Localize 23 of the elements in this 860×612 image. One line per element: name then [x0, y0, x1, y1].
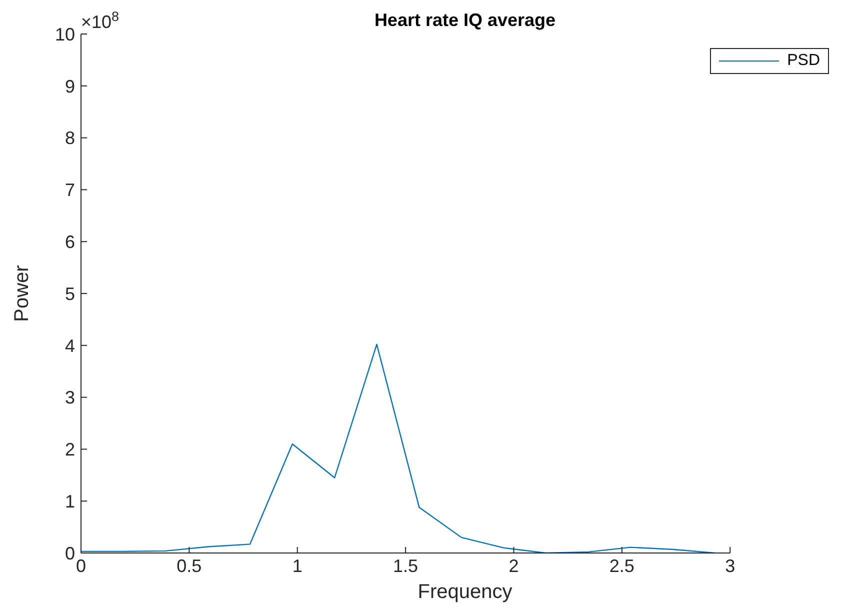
legend-label: PSD	[787, 52, 820, 70]
y-tick-label: 7	[64, 180, 75, 200]
x-tick-label: 1.5	[393, 556, 418, 576]
y-tick-label: 6	[64, 232, 75, 252]
y-tick-label: 5	[64, 284, 75, 304]
x-tick-label: 0.5	[176, 556, 202, 576]
x-axis-title: Frequency	[418, 581, 512, 603]
x-tick-label: 2	[508, 556, 519, 576]
y-tick-label: 4	[64, 336, 75, 356]
x-tick-label: 2.5	[609, 556, 634, 576]
y-tick-label: 0	[64, 543, 75, 564]
y-tick-label: 3	[64, 388, 75, 408]
y-tick-label: 9	[64, 76, 75, 96]
y-tick-label: 2	[64, 440, 75, 460]
y-tick-label: 8	[64, 128, 75, 148]
line-series	[81, 344, 716, 553]
x-tick-label: 3	[725, 556, 736, 576]
y-tick-label: 10	[54, 24, 75, 44]
y-axis-title: Power	[11, 264, 33, 322]
chart-title: Heart rate IQ average	[374, 10, 556, 30]
x-tick-label: 1	[292, 556, 302, 576]
y-tick-label: 1	[64, 491, 75, 512]
text: ×10$^{8}$	[81, 8, 120, 32]
